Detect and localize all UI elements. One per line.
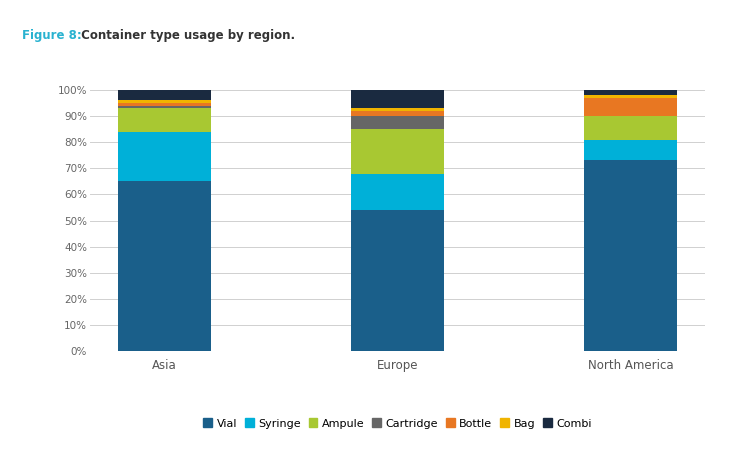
Bar	[118, 132, 212, 181]
Legend: Vial, Syringe, Ampule, Cartridge, Bottle, Bag, Combi: Vial, Syringe, Ampule, Cartridge, Bottle…	[199, 414, 596, 433]
Bar	[118, 108, 212, 132]
Bar	[584, 161, 677, 351]
Text: Figure 8:: Figure 8:	[22, 29, 82, 42]
Bar	[351, 111, 444, 116]
Bar	[351, 210, 444, 351]
Bar	[351, 90, 444, 108]
Bar	[584, 95, 677, 98]
Text: Container type usage by region.: Container type usage by region.	[77, 29, 296, 42]
Bar	[584, 140, 677, 161]
Bar	[118, 106, 212, 108]
Bar	[351, 174, 444, 210]
Bar	[118, 181, 212, 351]
Bar	[351, 129, 444, 174]
Bar	[351, 108, 444, 111]
Bar	[118, 100, 212, 103]
Bar	[584, 116, 677, 140]
Bar	[118, 103, 212, 106]
Bar	[584, 90, 677, 95]
Bar	[118, 90, 212, 100]
Bar	[584, 98, 677, 116]
Bar	[351, 116, 444, 129]
